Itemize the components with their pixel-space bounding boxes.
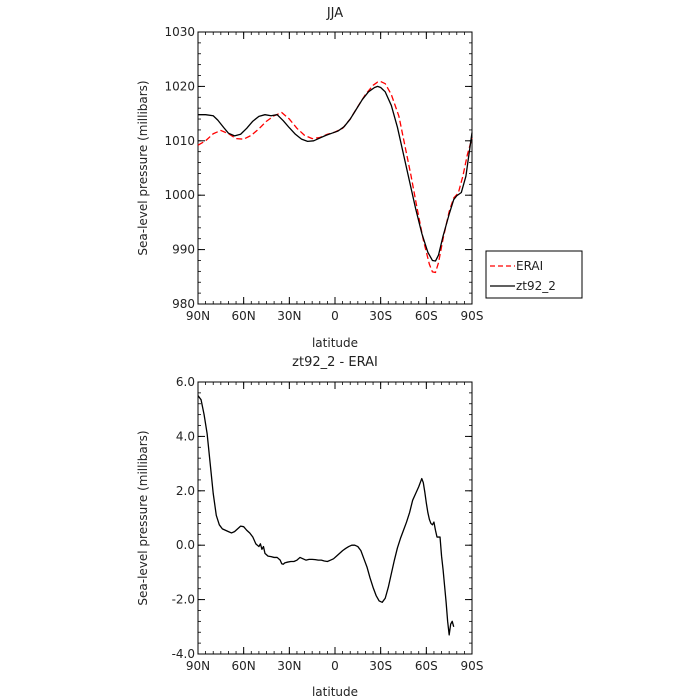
- top-x-tick-label: 0: [331, 309, 339, 323]
- bottom-y-tick-label: 6.0: [176, 375, 195, 389]
- bottom-x-axis-label: latitude: [312, 685, 358, 699]
- bottom-panel: zt92_2 - ERAI Sea-level pressure (millib…: [136, 355, 483, 699]
- top-x-tick-label: 30N: [277, 309, 301, 323]
- top-series-line-2: [198, 85, 473, 262]
- legend-label-erai: ERAI: [516, 259, 543, 273]
- top-x-tick-label: 60S: [415, 309, 438, 323]
- top-y-tick-label: 990: [172, 243, 195, 257]
- bottom-x-tick-label: 60N: [232, 659, 256, 673]
- bottom-plot-frame: [197, 381, 473, 655]
- bottom-y-axis-label: Sea-level pressure (millibars): [136, 430, 150, 605]
- bottom-y-tick-label: 4.0: [176, 429, 195, 443]
- top-plot-area: 90N 60N 30N 0 30S 60S 90S 980 990 1000 1010 1020 103…: [164, 25, 483, 323]
- top-x-tick-label: 30S: [369, 309, 392, 323]
- bottom-x-tick-label: 30N: [277, 659, 301, 673]
- bottom-x-tick-label: 90N: [186, 659, 210, 673]
- bottom-y-tick-label: -4.0: [172, 647, 195, 661]
- legend: ERAI zt92_2: [485, 250, 583, 299]
- top-x-tick-label: 90S: [461, 309, 484, 323]
- top-y-tick-label: 1000: [164, 188, 195, 202]
- top-y-tick-label: 1010: [164, 134, 195, 148]
- bottom-series-line-1: [197, 395, 455, 636]
- bottom-x-tick-label: 0: [331, 659, 339, 673]
- legend-label-zt92-2: zt92_2: [516, 279, 556, 293]
- top-x-axis-label: latitude: [312, 336, 358, 350]
- bottom-y-tick-label: 2.0: [176, 484, 195, 498]
- top-y-tick-label: 1020: [164, 79, 195, 93]
- bottom-y-tick-label: -2.0: [172, 593, 195, 607]
- top-plot-frame: [197, 31, 473, 305]
- top-series-line-1: [197, 80, 473, 274]
- top-panel: JJA Sea-level pressure (millibars) latit…: [136, 6, 583, 350]
- legend-box: [485, 250, 583, 299]
- bottom-plot-area: 90N 60N 30N 0 30S 60S 90S -4.0 -2.0 0.0 2.0 4.0 6.0: [172, 375, 484, 673]
- top-x-tick-label: 90N: [186, 309, 210, 323]
- top-y-axis-label: Sea-level pressure (millibars): [136, 80, 150, 255]
- bottom-x-tick-label: 30S: [369, 659, 392, 673]
- bottom-chart-title: zt92_2 - ERAI: [292, 355, 378, 370]
- top-y-tick-label: 980: [172, 297, 195, 311]
- bottom-x-tick-label: 90S: [461, 659, 484, 673]
- bottom-y-tick-label: 0.0: [176, 538, 195, 552]
- top-y-tick-label: 1030: [164, 25, 195, 39]
- bottom-x-tick-label: 60S: [415, 659, 438, 673]
- top-x-tick-label: 60N: [232, 309, 256, 323]
- top-chart-title: JJA: [326, 6, 343, 21]
